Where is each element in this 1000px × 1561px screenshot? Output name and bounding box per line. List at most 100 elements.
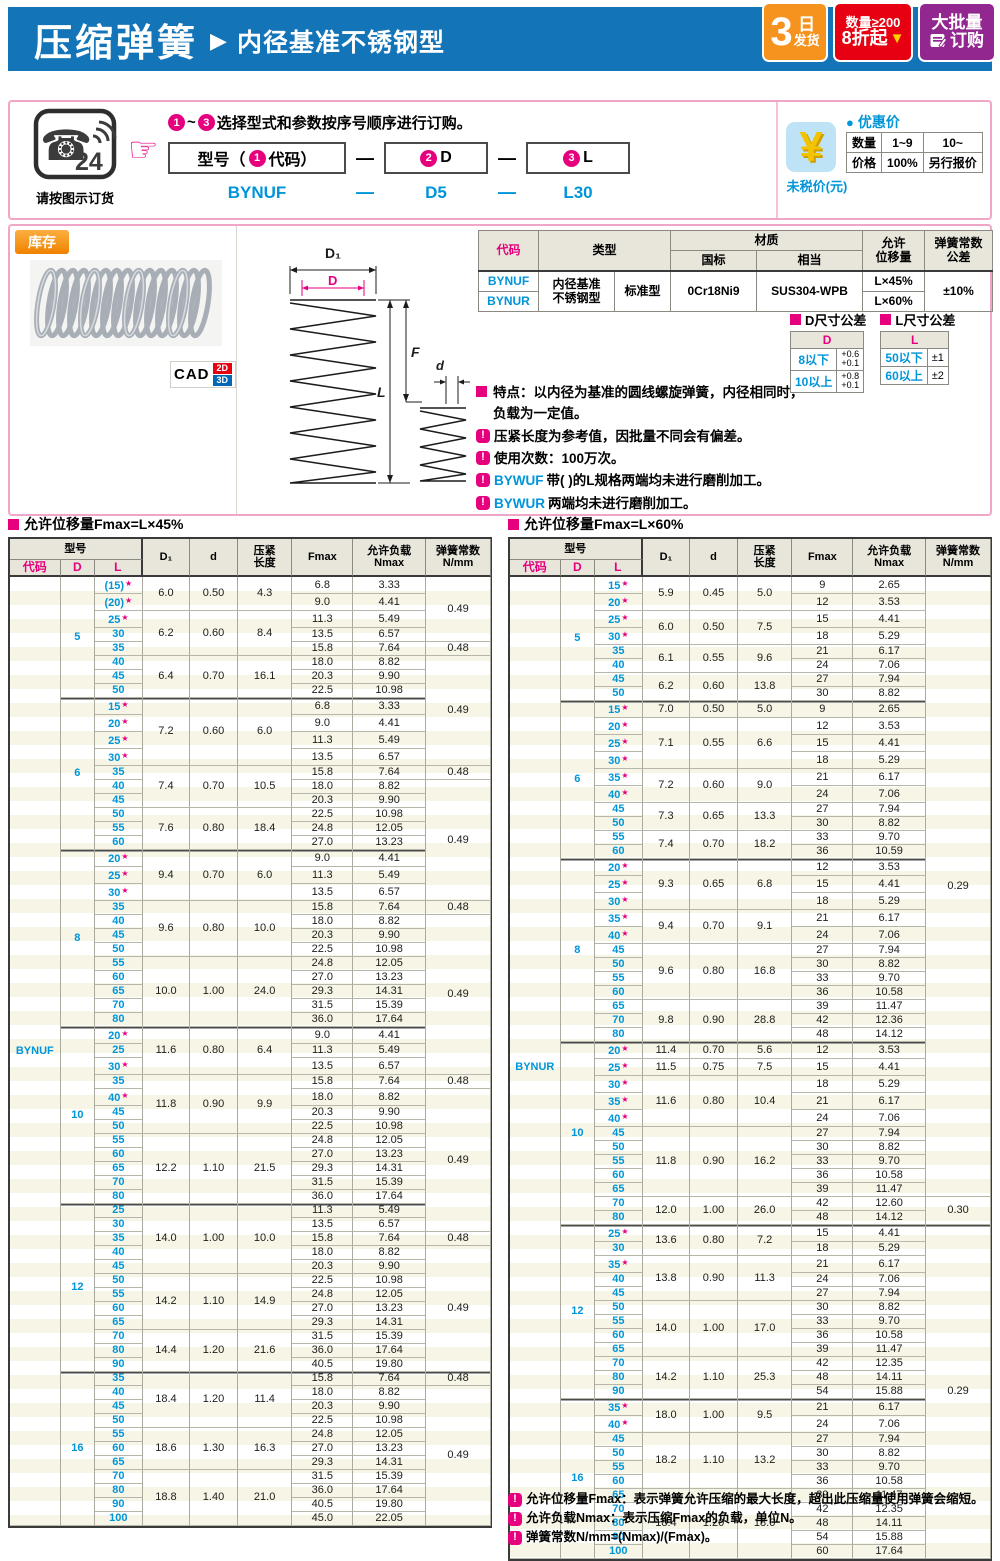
- fmax-value: 31.5: [292, 1330, 354, 1344]
- compressed-length-value: 26.0: [737, 1197, 793, 1225]
- l-value: 25: [95, 1044, 143, 1058]
- cad-3d-label: 3D: [212, 375, 233, 386]
- feature-label: 特点：: [493, 385, 534, 400]
- fmax-value: 36: [792, 1475, 854, 1489]
- compressed-length-value: 5.0: [737, 577, 793, 611]
- d1-value: 7.3: [642, 803, 691, 831]
- l-value: 35★: [595, 1399, 643, 1416]
- l-value: 65: [95, 1456, 143, 1470]
- fmax-value: 15: [792, 876, 854, 893]
- d1-value: 6.2: [642, 673, 691, 701]
- spring-constant-value: 0.49: [426, 1089, 491, 1232]
- compressed-length-value: 8.4: [237, 611, 293, 656]
- l-value: 45: [595, 944, 643, 958]
- nmax-value: 5.49: [353, 611, 427, 628]
- spec-displacement-45: L×45%: [862, 270, 926, 292]
- d-tolerance-table: D尺寸公差 D 8以下 +0.6 +0.1 10以上 +0.8 +0.1: [789, 310, 866, 393]
- l-value: 50: [95, 684, 143, 698]
- fmax-value: 18.0: [292, 780, 354, 794]
- note-code: BYWUR: [494, 495, 545, 511]
- fmax-value: 24: [792, 927, 854, 944]
- d1-value: 6.0: [142, 577, 191, 611]
- wire-d-value: 0.65: [690, 859, 738, 910]
- fmax-value: 12: [792, 594, 854, 611]
- compressed-length-value: 10.0: [237, 1204, 293, 1274]
- fmax-value: 18: [792, 752, 854, 769]
- compressed-length-value: 16.3: [237, 1428, 293, 1470]
- nmax-value: 4.41: [853, 611, 927, 628]
- fmax-value: 11.3: [292, 611, 354, 628]
- fmax-value: 42: [792, 1357, 854, 1371]
- spring-constant-value: 0.49: [426, 1386, 491, 1526]
- nmax-value: 3.53: [853, 718, 927, 735]
- l-value: 90: [595, 1531, 643, 1545]
- fmax-value: 11.3: [292, 867, 354, 884]
- star-icon: ★: [621, 1061, 629, 1070]
- spec-tolerance-value: ±10%: [924, 270, 994, 312]
- table-section-bynuf: 允许位移量Fmax=L×45% 型号 D₁ d 压紧 长度 Fmax 允许负载 Nmax 弹簧常…: [8, 514, 492, 1561]
- nmax-value: 14.31: [353, 1316, 427, 1330]
- dash: —: [356, 147, 374, 168]
- spec-type-b: 标准型: [613, 270, 672, 312]
- wire-d-value: 0.90: [690, 1256, 738, 1301]
- wire-d-value: 1.20: [190, 1372, 238, 1428]
- l-value: 50: [595, 1141, 643, 1155]
- star-icon: ★: [621, 1078, 629, 1087]
- header-code: 代码: [510, 560, 561, 577]
- note-line: ! BYWUR 两端均未进行磨削加工。: [476, 493, 806, 514]
- table-section-bynur: 允许位移量Fmax=L×60% 型号 D₁ d 压紧 长度 Fmax 允许负载 Nmax 弹簧常…: [508, 514, 992, 1561]
- nmax-value: 7.06: [853, 786, 927, 803]
- l-value: 65: [95, 1162, 143, 1176]
- fmax-value: 12: [792, 859, 854, 876]
- badge-quantity-discount: 数量≥200 8折起 ▼: [833, 2, 913, 62]
- nmax-value: 10.98: [353, 943, 427, 957]
- order-instruction: 1 ~ 3 选择型式和参数按序号顺序进行订购。: [168, 112, 472, 133]
- nmax-value: 2.65: [853, 577, 927, 594]
- fmax-value: 39: [792, 1489, 854, 1503]
- header-model: 型号: [10, 539, 143, 560]
- nmax-value: 10.98: [353, 684, 427, 698]
- page-header: 压缩弹簧 ▶ 内径基准不锈钢型: [8, 7, 992, 71]
- fmax-value: 31.5: [292, 999, 354, 1013]
- l-value: 15★: [95, 698, 143, 715]
- arrow-right-icon: ▶: [210, 28, 227, 53]
- fmax-value: 11.3: [292, 1204, 354, 1218]
- wire-d-value: 0.50: [190, 577, 238, 611]
- nmax-value: 14.31: [353, 1456, 427, 1470]
- circled-1-icon: 1: [248, 149, 266, 167]
- pink-square-icon: [790, 314, 801, 325]
- wire-d-value: 1.00: [690, 1399, 738, 1433]
- fmax-value: 18: [792, 1242, 854, 1256]
- fmax-value: 15: [792, 735, 854, 752]
- fmax-value: 15.8: [292, 766, 354, 780]
- d-tol-range-2: 10以上: [789, 369, 838, 393]
- fmax-value: 22.5: [292, 684, 354, 698]
- d1-value: 7.4: [642, 831, 691, 859]
- l-value: 50: [595, 817, 643, 831]
- dim-label-f: F: [411, 344, 420, 360]
- nmax-value: 4.41: [853, 876, 927, 893]
- l-value: 30★: [595, 628, 643, 645]
- circled-1-icon: 1: [168, 114, 185, 131]
- note-icon: !: [476, 473, 490, 488]
- l-value: 40: [595, 659, 643, 673]
- wire-d-value: 0.80: [190, 808, 238, 850]
- l-value: 90: [595, 1385, 643, 1399]
- fmax-value: 20.3: [292, 670, 354, 684]
- nmax-value: 6.17: [853, 910, 927, 927]
- nmax-value: 4.41: [353, 850, 427, 867]
- panel-divider: [776, 102, 778, 218]
- fmax-value: 27.0: [292, 1442, 354, 1456]
- nmax-value: 11.47: [853, 1000, 927, 1014]
- fmax-value: 36.0: [292, 1190, 354, 1204]
- footnote-line: ! 弹簧常数N/mm=(Nmax)/(Fmax)。: [508, 1528, 994, 1546]
- compressed-length-value: 9.6: [737, 645, 793, 673]
- l-value: 20★: [95, 715, 143, 732]
- nmax-value: 12.05: [353, 822, 427, 836]
- fmax-value: 18.0: [292, 1386, 354, 1400]
- d1-value: 14.2: [642, 1357, 691, 1399]
- price-header-qty: 数量: [845, 132, 883, 153]
- fmax-value: 36.0: [292, 1484, 354, 1498]
- compressed-length-value: 9.1: [737, 910, 793, 944]
- l-value: 65: [595, 1000, 643, 1014]
